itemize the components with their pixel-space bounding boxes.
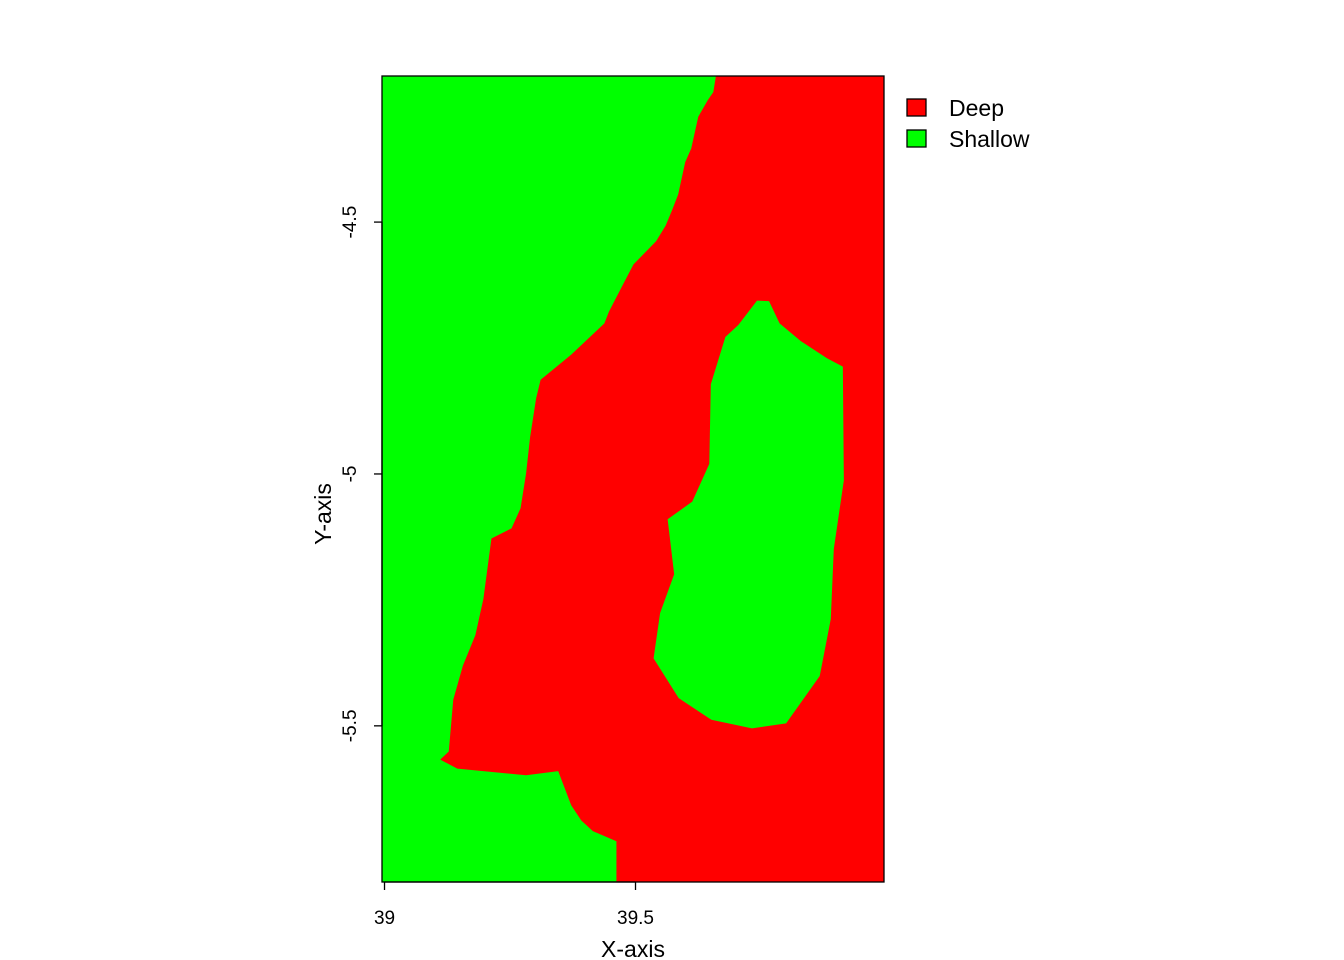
legend: Deep Shallow: [906, 95, 1030, 152]
shallow-lake: [653, 300, 844, 729]
legend-swatch-shallow: [906, 129, 927, 148]
x-axis: 39 39.5: [374, 881, 654, 929]
legend-label-deep: Deep: [949, 95, 1004, 121]
y-axis: -4.5 -5 -5.5: [340, 206, 383, 742]
x-axis-title: X-axis: [601, 936, 665, 960]
y-axis-title: Y-axis: [310, 483, 336, 545]
y-tick-label: -4.5: [340, 206, 361, 239]
y-tick-label: -5.5: [340, 709, 361, 742]
x-tick-label: 39: [374, 908, 395, 929]
x-tick-label: 39.5: [617, 908, 654, 929]
y-tick-label: -5: [340, 466, 361, 483]
legend-label-shallow: Shallow: [949, 126, 1030, 152]
legend-swatch-deep: [906, 98, 927, 117]
